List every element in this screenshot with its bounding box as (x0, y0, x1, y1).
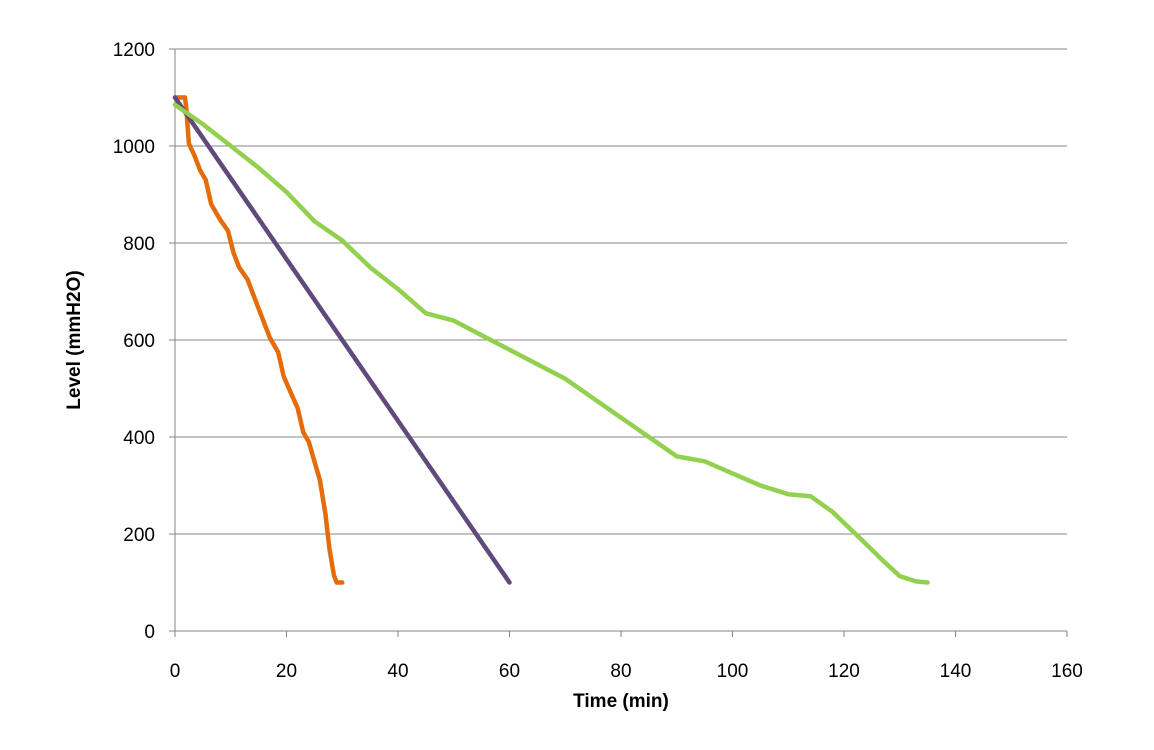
x-tick-label: 160 (1051, 661, 1083, 682)
y-tick-label: 400 (123, 428, 155, 449)
series-line-3 (172, 102, 930, 585)
x-tick-label: 40 (387, 661, 408, 682)
gridlines (175, 48, 1067, 535)
x-tick-label: 0 (170, 661, 181, 682)
y-axis-title: Level (mmH2O) (64, 270, 85, 409)
x-tick-label: 80 (610, 661, 631, 682)
x-tick-label: 100 (717, 661, 749, 682)
y-tick-label: 600 (123, 331, 155, 352)
series-lines (172, 95, 930, 585)
x-tick-label: 120 (828, 661, 860, 682)
y-tick-label: 200 (123, 525, 155, 546)
axes (169, 48, 1068, 637)
x-axis-title: Time (min) (573, 691, 669, 712)
y-tick-label: 1200 (113, 40, 155, 61)
x-tick-label: 60 (499, 661, 520, 682)
x-tick-label: 20 (276, 661, 297, 682)
series-line-2 (172, 95, 512, 585)
tick-labels: 0 200 400 600 800 1000 1200 0 20 40 60 80 100 120 140 1… (113, 40, 1083, 682)
y-tick-label: 1000 (113, 137, 155, 158)
series-line-1 (172, 95, 345, 585)
y-tick-label: 800 (123, 234, 155, 255)
x-tick-label: 140 (940, 661, 972, 682)
y-tick-label: 0 (144, 622, 155, 643)
